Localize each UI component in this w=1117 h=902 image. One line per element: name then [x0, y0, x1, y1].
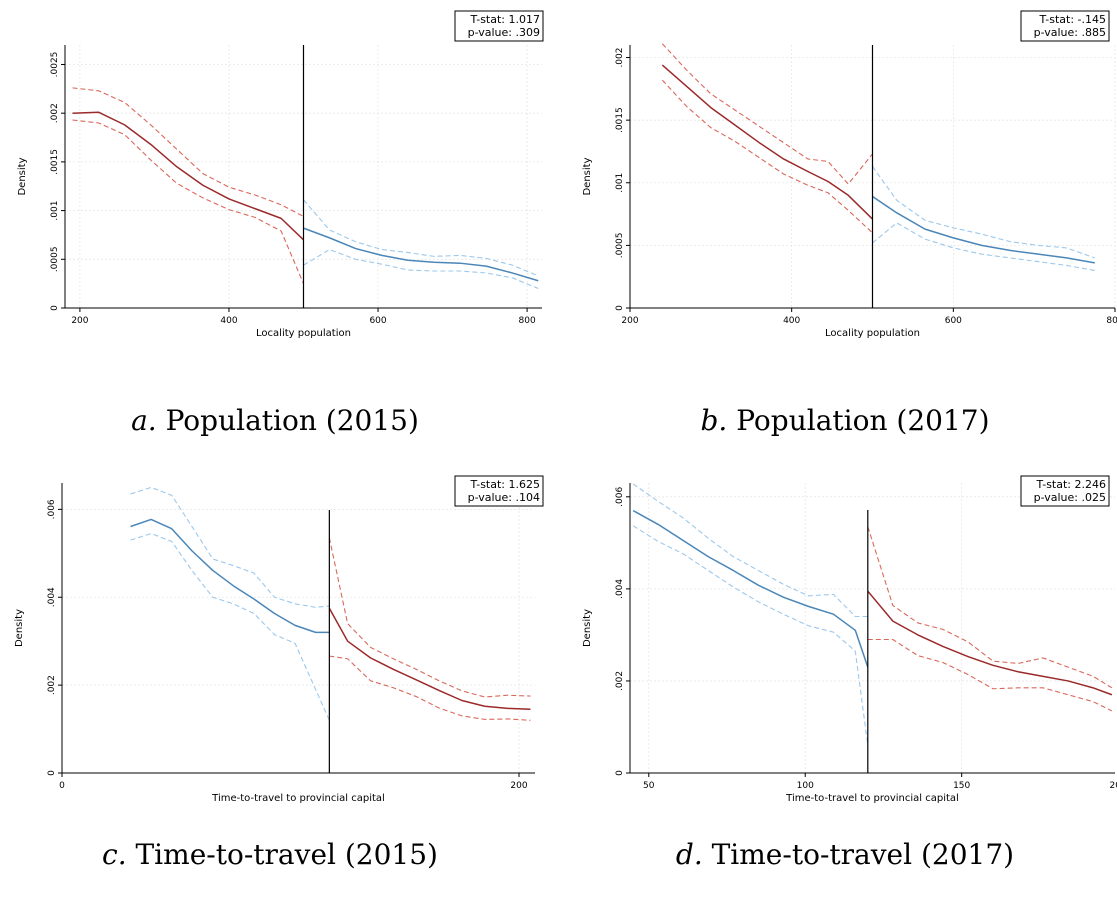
left-upper-ci-line	[632, 483, 868, 618]
x-tick-label: 600	[369, 316, 386, 326]
right-upper-ci-line	[328, 537, 531, 698]
y-tick-label: .002	[47, 675, 57, 695]
caption-text: Population (2017)	[727, 404, 989, 437]
left-lower-ci-line	[72, 119, 305, 284]
y-tick-label: .0005	[50, 246, 60, 272]
x-tick-label: 200	[1110, 781, 1117, 791]
p-value-text: p-value: .104	[468, 491, 540, 504]
right-density-line	[303, 227, 539, 282]
x-tick-label: 50	[643, 781, 655, 791]
t-stat-text: T-stat: 1.625	[470, 478, 540, 491]
y-tick-label: .0025	[50, 52, 60, 78]
panel-caption: d. Time-to-travel (2017)	[676, 838, 1014, 871]
y-tick-label: .002	[615, 48, 625, 68]
caption-letter: c.	[102, 838, 127, 871]
right-upper-ci-line	[303, 199, 539, 277]
chart-panel-2: 0 .0005 .001 .0015 .002 200 400 600 800 Locality …	[582, 10, 1117, 437]
y-tick-label: 0	[615, 305, 625, 311]
y-tick-label: .002	[615, 671, 625, 691]
x-tick-label: 800	[519, 316, 536, 326]
right-lower-ci-line	[872, 222, 1095, 271]
left-density-line	[130, 518, 330, 634]
right-lower-ci-line	[867, 638, 1113, 712]
stat-box	[454, 10, 544, 42]
x-axis-label: Locality population	[256, 328, 351, 339]
y-tick-label: 0	[50, 305, 60, 311]
x-tick-label: 600	[945, 316, 962, 326]
y-tick-label: .004	[615, 579, 625, 599]
y-tick-label: 0	[47, 770, 57, 776]
right-upper-ci-line	[872, 166, 1095, 259]
stat-box	[1020, 475, 1110, 507]
y-tick-label: .006	[615, 487, 625, 507]
left-upper-ci-line	[72, 87, 304, 217]
p-value-text: p-value: .309	[468, 26, 540, 39]
y-tick-label: .006	[47, 499, 57, 519]
x-tick-label: 200	[621, 316, 638, 326]
y-axis-label: Density	[582, 157, 593, 195]
y-tick-label: .002	[50, 103, 60, 123]
y-tick-label: 0	[615, 770, 625, 776]
x-axis-label: Time-to-travel to provincial capital	[785, 793, 959, 804]
stat-box	[454, 475, 544, 507]
chart-panel-4: 0 .002 .004 .006 50 100 150 200 Time-to-travel t…	[582, 475, 1117, 871]
y-tick-label: .001	[615, 173, 625, 193]
left-upper-ci-line	[130, 486, 330, 608]
chart-panel-3: 0 .002 .004 .006 0 200 Time-to-travel to provi…	[14, 475, 544, 871]
x-tick-label: 400	[220, 316, 237, 326]
left-density-line	[661, 64, 874, 220]
right-density-line	[867, 590, 1113, 696]
right-density-line	[328, 607, 531, 711]
y-tick-label: .0005	[615, 232, 625, 258]
right-density-line	[872, 195, 1095, 264]
p-value-text: p-value: .025	[1034, 491, 1106, 504]
chart-panel-1: 0 .0005 .001 .0015 .002 .0025 200 400 600 800 Loca…	[17, 10, 544, 437]
left-upper-ci-line	[661, 43, 873, 185]
stat-box	[1020, 10, 1110, 42]
left-lower-ci-line	[632, 525, 869, 746]
caption-letter: a.	[131, 404, 157, 437]
right-lower-ci-line	[303, 249, 539, 290]
x-tick-label: 100	[797, 781, 814, 791]
x-tick-label: 800	[1106, 316, 1117, 326]
x-tick-label: 0	[59, 781, 65, 791]
x-tick-label: 150	[953, 781, 970, 791]
x-axis-label: Time-to-travel to provincial capital	[211, 793, 385, 804]
y-tick-label: .0015	[615, 107, 625, 133]
panel-caption: c. Time-to-travel (2015)	[102, 838, 438, 871]
left-lower-ci-line	[661, 79, 873, 234]
x-tick-label: 200	[71, 316, 88, 326]
x-tick-label: 400	[783, 316, 800, 326]
left-density-line	[72, 111, 305, 241]
y-axis-label: Density	[582, 609, 593, 647]
caption-text: Population (2015)	[157, 404, 419, 437]
y-axis-label: Density	[14, 609, 25, 647]
caption-letter: d.	[676, 838, 703, 871]
t-stat-text: T-stat: 1.017	[470, 13, 540, 26]
caption-letter: b.	[701, 404, 728, 437]
y-tick-label: .004	[47, 587, 57, 607]
y-axis-label: Density	[17, 157, 28, 195]
y-tick-label: .0015	[50, 149, 60, 175]
t-stat-text: T-stat: 2.246	[1036, 478, 1106, 491]
panel-caption: a. Population (2015)	[131, 404, 419, 437]
x-tick-label: 200	[510, 781, 527, 791]
t-stat-text: T-stat: -.145	[1039, 13, 1106, 26]
caption-text: Time-to-travel (2015)	[127, 838, 438, 871]
right-lower-ci-line	[329, 655, 531, 721]
p-value-text: p-value: .885	[1034, 26, 1106, 39]
y-tick-label: .001	[50, 201, 60, 221]
panel-caption: b. Population (2017)	[701, 404, 990, 437]
right-upper-ci-line	[867, 526, 1113, 689]
left-lower-ci-line	[130, 532, 330, 721]
left-density-line	[632, 509, 869, 668]
caption-text: Time-to-travel (2017)	[703, 838, 1014, 871]
x-axis-label: Locality population	[825, 328, 920, 339]
